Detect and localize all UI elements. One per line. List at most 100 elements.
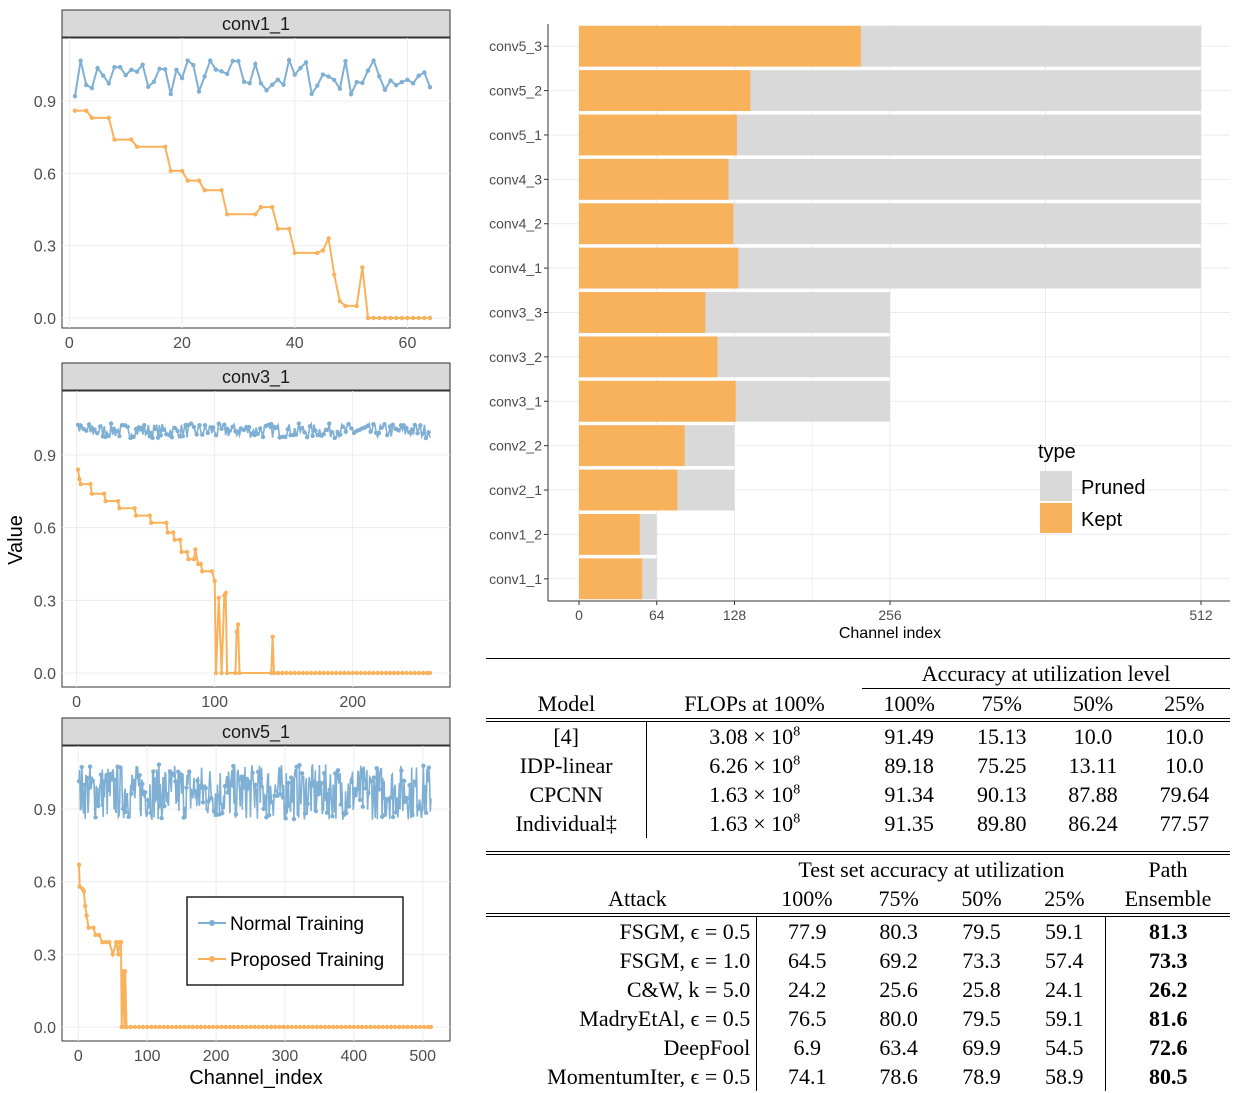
cell: 6.9	[793, 1035, 821, 1060]
normal-point	[108, 421, 114, 426]
facet-panel-conv1_1: conv1_1 0.0 0.3 0.6 0.9 0 20 40 60	[34, 9, 451, 352]
proposed-point	[388, 1024, 394, 1030]
normal-point	[192, 788, 197, 794]
ensemble-cell: 80.5	[1148, 1064, 1188, 1089]
proposed-point	[129, 137, 134, 142]
normal-point	[219, 69, 224, 74]
normal-point	[283, 816, 288, 821]
normal-point	[191, 62, 196, 68]
cell: 13.11	[1068, 753, 1118, 778]
y-tick-label: 0.3	[34, 593, 56, 610]
y-tick-label: 0.9	[34, 448, 56, 465]
proposed-point	[244, 1024, 249, 1030]
normal-point	[72, 93, 78, 99]
proposed-point	[376, 1024, 381, 1030]
normal-point	[407, 782, 412, 788]
normal-point	[310, 433, 315, 439]
proposed-point	[383, 670, 389, 676]
normal-point	[145, 797, 151, 803]
normal-point	[344, 811, 349, 816]
normal-point	[332, 77, 337, 83]
cell: 78.6	[879, 1064, 918, 1089]
proposed-point	[359, 1024, 365, 1030]
proposed-point	[182, 1024, 187, 1030]
proposed-point	[86, 925, 91, 930]
normal-point	[269, 421, 274, 427]
normal-point	[346, 804, 352, 809]
normal-point	[422, 70, 427, 75]
normal-point	[153, 426, 158, 431]
proposed-point	[273, 1024, 278, 1030]
proposed-point	[78, 481, 83, 487]
cell: 15.13	[977, 724, 1027, 749]
proposed-point	[186, 1024, 191, 1030]
model-name: Individual‡	[486, 809, 648, 838]
bar-category-label: conv1_2	[489, 526, 542, 542]
normal-point	[303, 60, 309, 65]
proposed-point	[165, 530, 170, 535]
proposed-point	[320, 248, 326, 253]
normal-point	[140, 781, 145, 787]
normal-point	[159, 815, 164, 821]
normal-point	[162, 803, 167, 809]
cell: 69.2	[879, 948, 918, 973]
cell: 57.4	[1022, 946, 1107, 975]
proposed-point	[185, 178, 190, 183]
kept-bar-conv1_1	[579, 558, 643, 600]
normal-point	[412, 779, 418, 785]
normal-point	[275, 77, 281, 82]
table-row: CPCNN 1.63 × 108 91.34 90.13 87.88 79.64	[486, 780, 1230, 809]
cell: 76.5	[787, 1006, 827, 1031]
cell: 89.18	[884, 753, 934, 778]
normal-point	[230, 58, 235, 64]
normal-point	[231, 763, 236, 769]
accuracy-table: Accuracy at utilization level Model FLOP…	[486, 658, 1230, 838]
proposed-point	[281, 1024, 286, 1030]
proposed-point	[338, 670, 343, 676]
proposed-point	[106, 115, 112, 121]
proposed-point	[124, 1024, 129, 1030]
cell: 80.3	[879, 919, 918, 944]
proposed-point	[343, 1024, 348, 1030]
table-row: [4] 3.08 × 108 91.49 15.13 10.0 10.0	[486, 720, 1230, 751]
normal-point	[198, 783, 203, 788]
normal-point	[382, 421, 387, 427]
normal-point	[313, 428, 318, 433]
normal-point	[426, 765, 432, 770]
normal-point	[382, 812, 388, 818]
normal-point	[213, 67, 219, 72]
facet-title: conv3_1	[222, 367, 290, 388]
normal-point	[151, 79, 157, 84]
col-25: 25%	[1164, 691, 1205, 716]
proposed-point	[88, 481, 93, 487]
normal-point	[123, 809, 129, 815]
proposed-point	[140, 1024, 146, 1030]
proposed-point	[408, 670, 413, 676]
normal-point	[150, 435, 155, 441]
proposed-point	[147, 513, 152, 518]
normal-point	[202, 422, 208, 428]
proposed-point	[89, 115, 95, 121]
cell: 63.4	[879, 1035, 918, 1060]
normal-point	[354, 79, 359, 85]
attack-name: FSGM, ϵ = 0.5	[486, 915, 758, 946]
facet-panel-conv5_1: conv5_1 0.0 0.3 0.6 0.9 0 100 200 300 400 500	[34, 717, 451, 1065]
normal-point	[89, 85, 95, 91]
proposed-point	[393, 315, 399, 321]
normal-point	[326, 74, 331, 79]
proposed-point	[219, 188, 224, 193]
proposed-point	[171, 530, 176, 535]
proposed-point	[368, 1024, 373, 1030]
normal-point	[324, 810, 330, 815]
proposed-point	[405, 1024, 410, 1030]
proposed-point	[285, 1024, 290, 1030]
proposed-point	[72, 108, 78, 113]
proposed-point	[392, 1024, 398, 1030]
cell: 89.80	[977, 811, 1027, 836]
proposed-point	[420, 670, 426, 676]
normal-point	[169, 435, 175, 440]
proposed-point	[354, 303, 359, 309]
normal-point	[96, 803, 101, 809]
kept-bar-conv3_3	[579, 292, 706, 333]
proposed-point	[82, 903, 88, 909]
